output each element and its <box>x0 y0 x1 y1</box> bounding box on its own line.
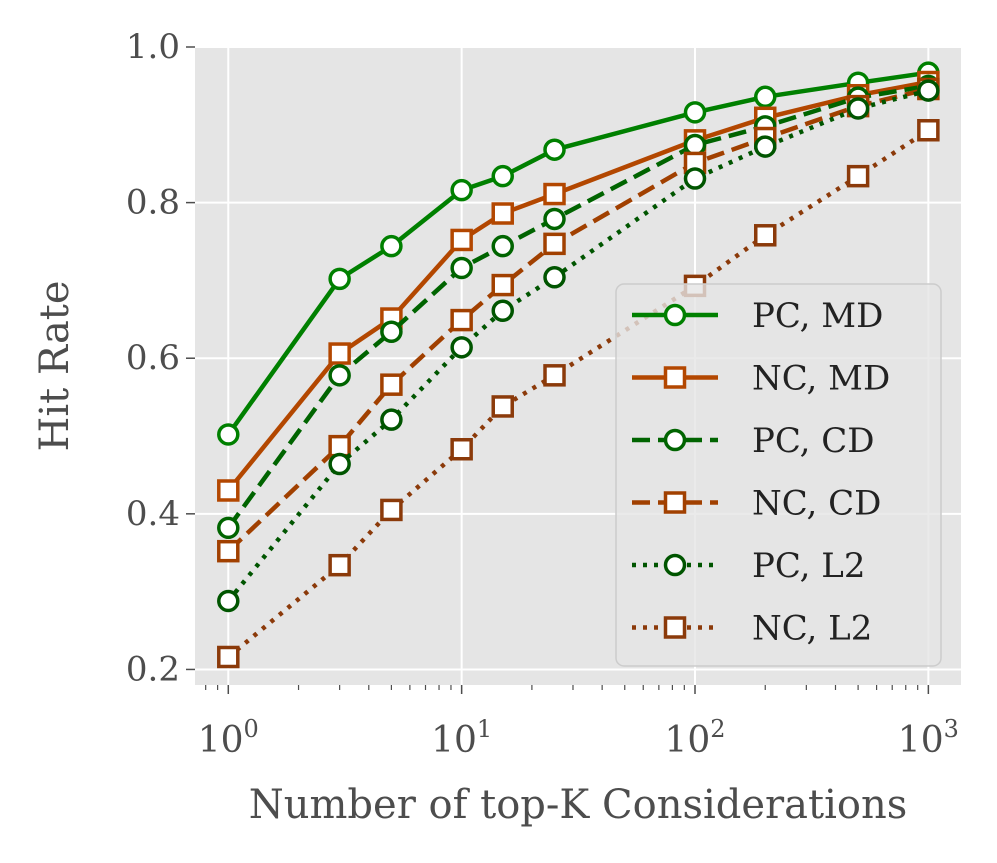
series-pc-l2 <box>217 79 940 613</box>
x-tick-label: 100 <box>198 715 259 761</box>
series-line <box>226 128 930 659</box>
data-point-circle <box>328 364 351 387</box>
x-tick-label-base: 10 <box>898 720 944 761</box>
data-point-square <box>328 342 351 365</box>
x-tick-label-exponent: 2 <box>710 715 725 743</box>
x-tick-label: 101 <box>431 715 492 761</box>
series-line <box>226 83 929 530</box>
data-point-circle <box>491 164 514 188</box>
legend-marker-circle <box>663 303 687 327</box>
data-point-square <box>328 553 351 577</box>
data-point-circle <box>917 79 940 102</box>
legend-marker-square <box>663 366 687 389</box>
legend-item: NC, L2 <box>632 609 872 649</box>
series-pc-md <box>217 61 940 446</box>
legend-label: PC, MD <box>752 296 883 336</box>
legend-label: NC, CD <box>752 484 881 524</box>
data-point-square <box>380 373 403 396</box>
data-point-square <box>543 364 566 387</box>
legend-label: PC, CD <box>752 421 875 461</box>
series-nc-cd <box>217 77 940 563</box>
data-point-square <box>217 539 240 563</box>
data-point-circle <box>683 101 707 124</box>
x-tick-label-base: 10 <box>198 720 244 761</box>
legend-item: NC, MD <box>632 359 890 399</box>
series-group <box>217 61 940 669</box>
data-point-circle <box>217 516 240 540</box>
data-point-square <box>543 232 566 256</box>
data-point-circle <box>328 452 351 476</box>
series-line <box>226 70 929 436</box>
x-tick-label-exponent: 1 <box>477 715 492 743</box>
y-tick-label: 1.0 <box>126 27 180 67</box>
data-point-square <box>491 273 514 297</box>
x-tick-label-base: 10 <box>431 720 477 761</box>
data-point-circle <box>683 167 707 190</box>
y-tick-label: 0.4 <box>126 494 180 534</box>
legend: PC, MD NC, MD PC, CD NC, CD PC, L2 NC, L2 <box>615 283 942 667</box>
x-tick-label-base: 10 <box>664 720 710 761</box>
legend-label: PC, L2 <box>752 546 866 586</box>
data-point-square <box>217 645 240 669</box>
data-point-circle <box>380 320 403 344</box>
data-point-square <box>543 182 566 206</box>
data-point-circle <box>380 408 403 431</box>
data-point-circle <box>380 234 403 258</box>
data-point-circle <box>543 138 566 161</box>
x-tick-label-exponent: 3 <box>944 715 959 743</box>
x-tick-label: 102 <box>664 715 725 761</box>
y-axis-title: Hit Rate <box>32 280 78 451</box>
legend-label: NC, MD <box>752 359 890 399</box>
x-tick-label-exponent: 0 <box>244 715 259 743</box>
legend-label: NC, L2 <box>752 609 872 649</box>
data-point-circle <box>754 135 777 158</box>
data-point-circle <box>846 97 870 120</box>
data-point-circle <box>543 207 566 231</box>
legend-item: PC, CD <box>632 421 875 461</box>
series-line <box>226 79 929 492</box>
legend-item: NC, CD <box>632 484 881 524</box>
legend-item: PC, MD <box>632 296 883 336</box>
data-point-circle <box>450 178 473 202</box>
y-tick-label: 0.8 <box>126 183 180 223</box>
data-point-circle <box>450 336 473 359</box>
data-point-square <box>754 224 777 247</box>
series-line <box>226 88 929 603</box>
data-point-square <box>917 119 940 142</box>
data-point-circle <box>491 234 514 258</box>
legend-marker-square <box>663 616 687 639</box>
data-point-circle <box>491 299 514 323</box>
data-point-square <box>450 308 473 332</box>
legend-marker-circle <box>663 553 687 577</box>
data-point-square <box>491 202 514 225</box>
y-tick-label: 0.6 <box>126 338 180 378</box>
data-point-circle <box>754 85 777 109</box>
data-point-square <box>380 498 403 522</box>
data-point-square <box>217 479 240 502</box>
data-point-circle <box>328 267 351 291</box>
data-point-square <box>450 438 473 461</box>
data-point-circle <box>217 589 240 613</box>
data-point-circle <box>217 423 240 446</box>
data-point-circle <box>543 266 566 289</box>
legend-marker-circle <box>663 428 687 452</box>
y-tick-label: 0.2 <box>126 649 180 689</box>
x-tick-label: 103 <box>898 715 959 761</box>
legend-marker-square <box>663 491 687 514</box>
data-point-square <box>846 164 870 188</box>
data-point-square <box>450 228 473 252</box>
legend-item: PC, L2 <box>632 546 866 586</box>
data-point-circle <box>450 256 473 280</box>
series-line <box>226 86 929 553</box>
data-point-square <box>491 395 514 418</box>
x-axis-title: Number of top-K Considerations <box>249 782 908 828</box>
